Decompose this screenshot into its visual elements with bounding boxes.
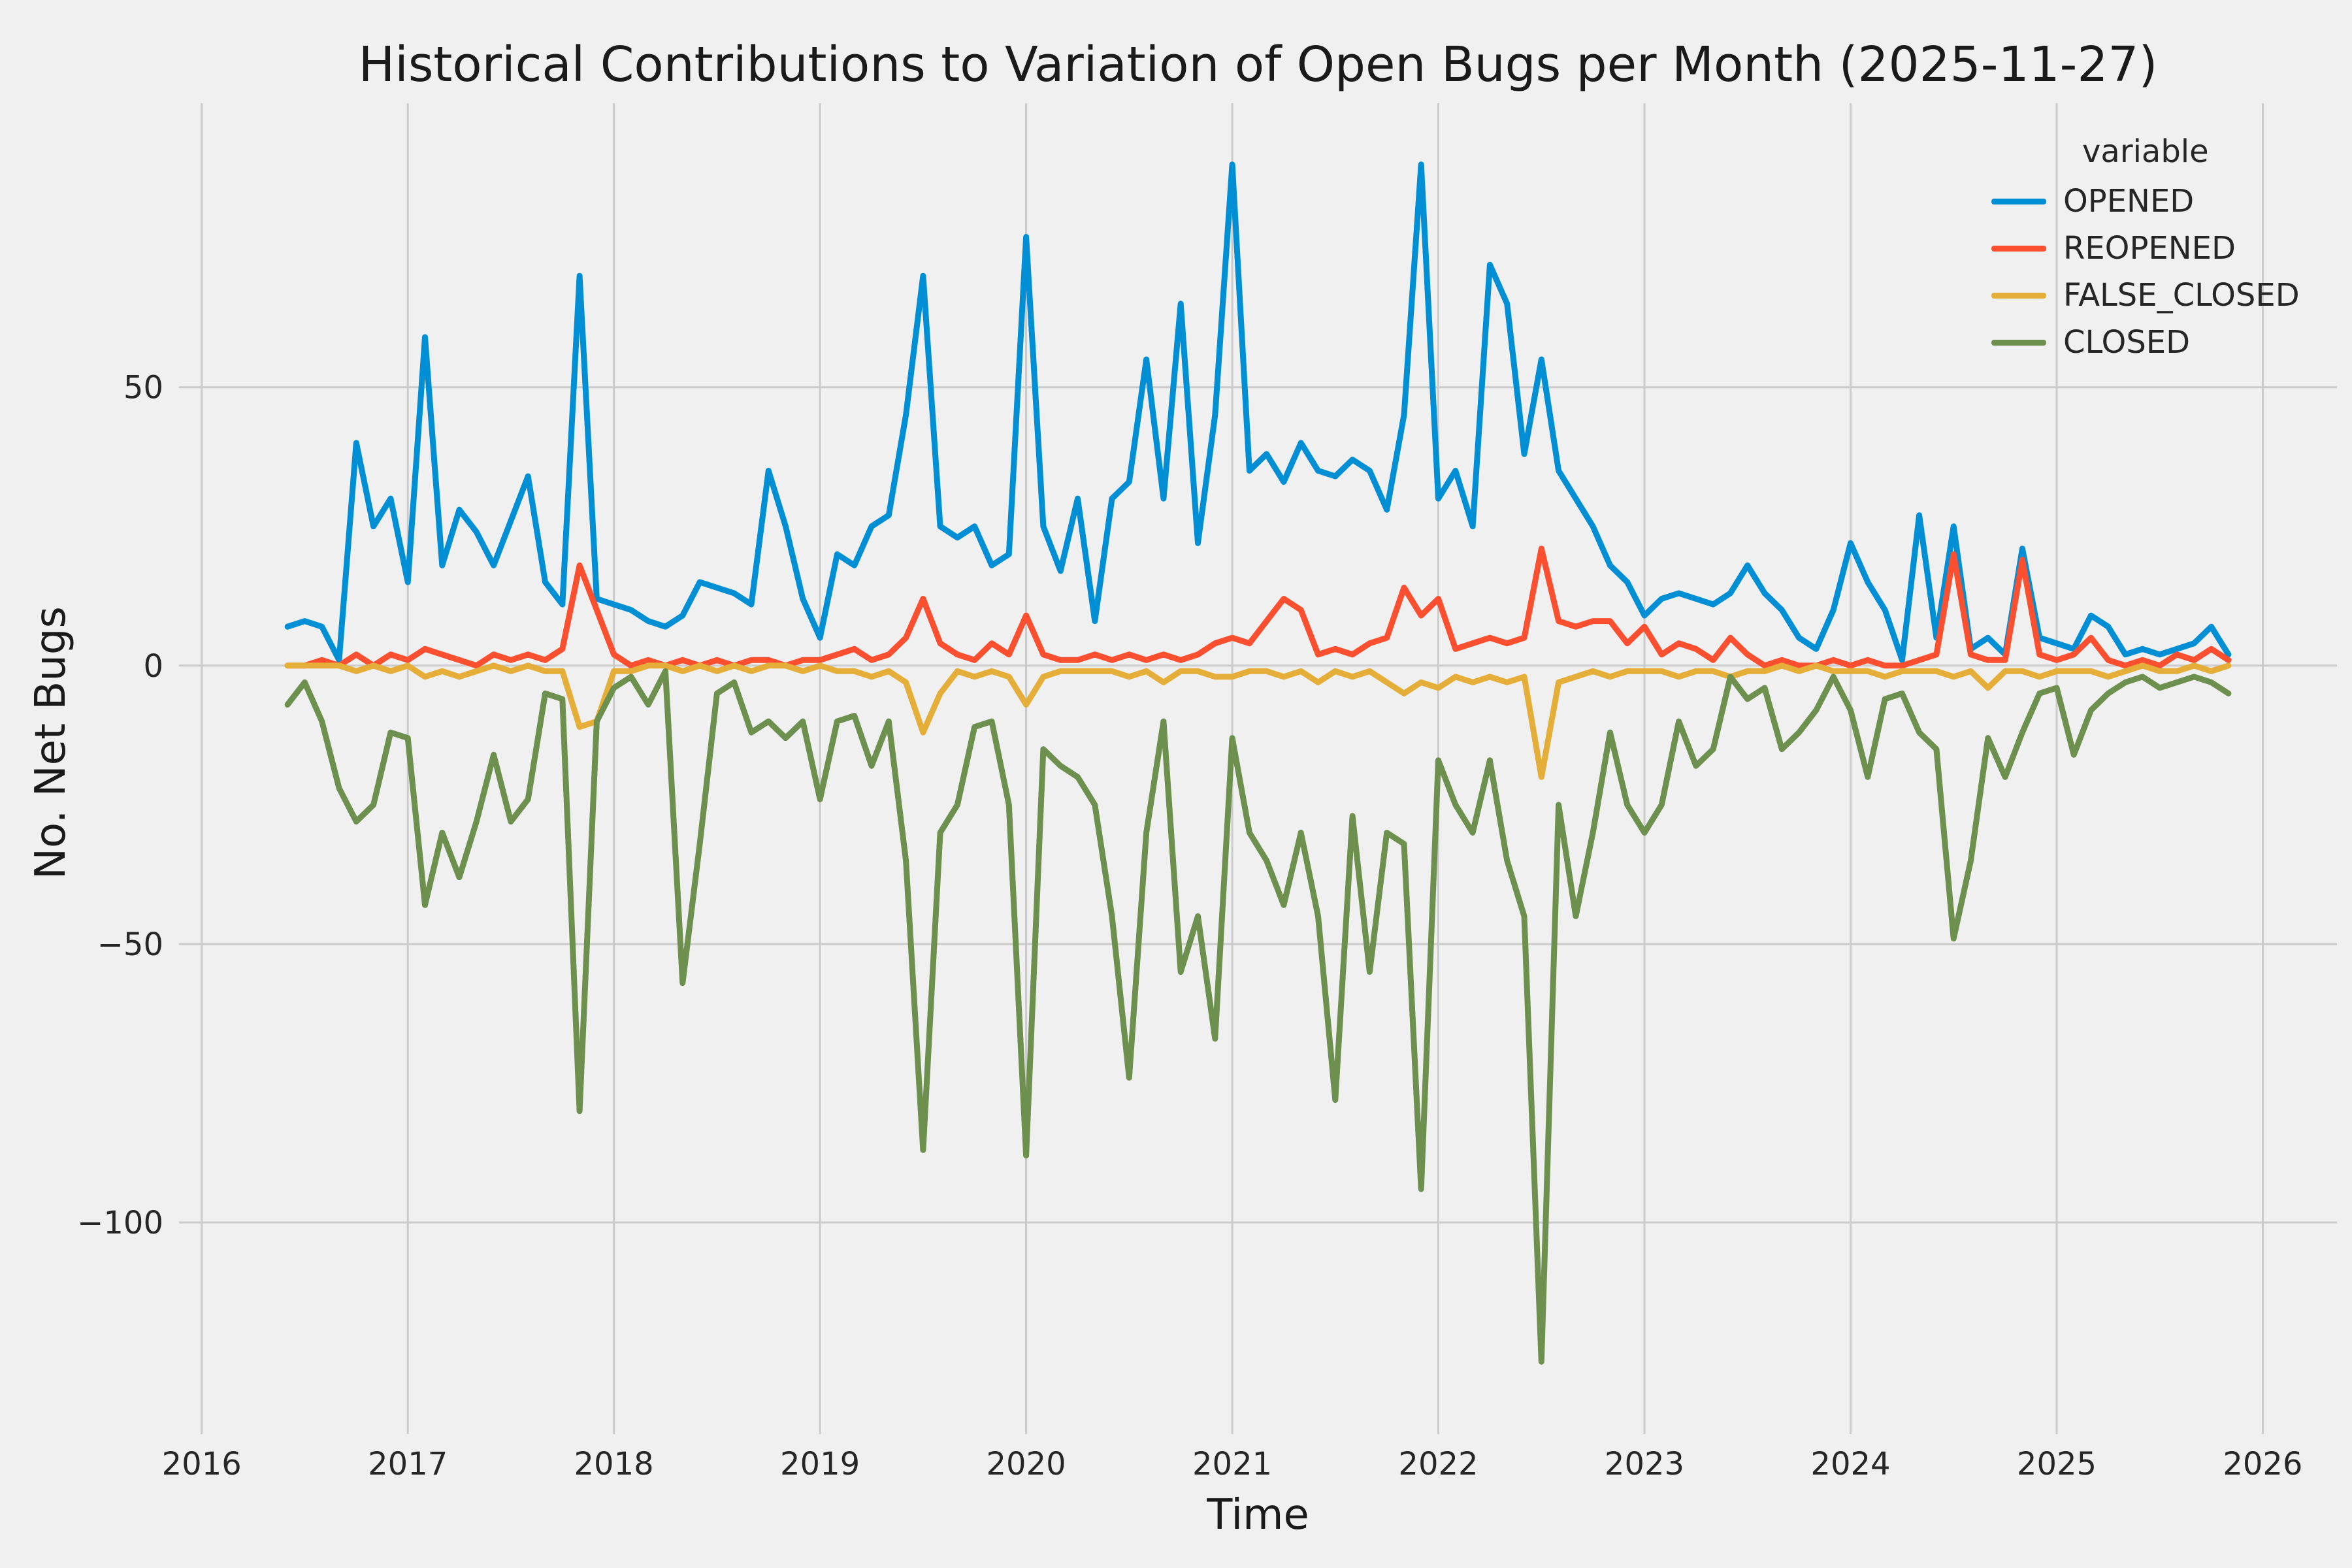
- legend-label-false-closed: FALSE_CLOSED: [2063, 277, 2300, 314]
- x-tick-label: 2022: [1398, 1446, 1478, 1482]
- x-tick-label: 2019: [780, 1446, 860, 1482]
- y-tick-label: −100: [77, 1205, 163, 1241]
- legend-item-false-closed: FALSE_CLOSED: [1991, 277, 2300, 314]
- x-tick-label: 2025: [2017, 1446, 2097, 1482]
- series-line-reopened: [284, 546, 2232, 669]
- x-tick-label: 2021: [1192, 1446, 1272, 1482]
- x-tick-label: 2023: [1605, 1446, 1684, 1482]
- legend-label-opened: OPENED: [2063, 183, 2195, 220]
- series-line-false_closed: [284, 662, 2232, 780]
- legend-item-closed: CLOSED: [1991, 324, 2300, 361]
- opened-line-swatch: [1991, 198, 2046, 204]
- series-line-opened: [284, 161, 2232, 663]
- x-tick-label: 2016: [162, 1446, 242, 1482]
- y-tick-label: 50: [123, 370, 163, 406]
- series-line-closed: [284, 668, 2232, 1365]
- y-axis-label: No. Net Bugs: [27, 606, 75, 879]
- x-tick-label: 2024: [1810, 1446, 1890, 1482]
- legend: variable OPENED REOPENED FALSE_CLOSED CL…: [1985, 129, 2306, 365]
- legend-label-closed: CLOSED: [2063, 324, 2191, 361]
- false-closed-line-swatch: [1991, 292, 2046, 299]
- reopened-line-swatch: [1991, 245, 2046, 252]
- legend-item-opened: OPENED: [1991, 183, 2300, 220]
- y-tick-label: −50: [97, 926, 163, 963]
- x-tick-label: 2018: [574, 1446, 654, 1482]
- y-tick-label: 0: [143, 648, 163, 685]
- closed-line-swatch: [1991, 339, 2046, 346]
- legend-label-reopened: REOPENED: [2063, 230, 2236, 267]
- x-tick-label: 2026: [2223, 1446, 2302, 1482]
- legend-title: variable: [2082, 133, 2209, 170]
- x-tick-label: 2020: [987, 1446, 1066, 1482]
- x-tick-label: 2017: [368, 1446, 448, 1482]
- legend-item-reopened: REOPENED: [1991, 230, 2300, 267]
- chart-title: Historical Contributions to Variation of…: [358, 37, 2158, 93]
- x-axis-label: Time: [1207, 1491, 1309, 1539]
